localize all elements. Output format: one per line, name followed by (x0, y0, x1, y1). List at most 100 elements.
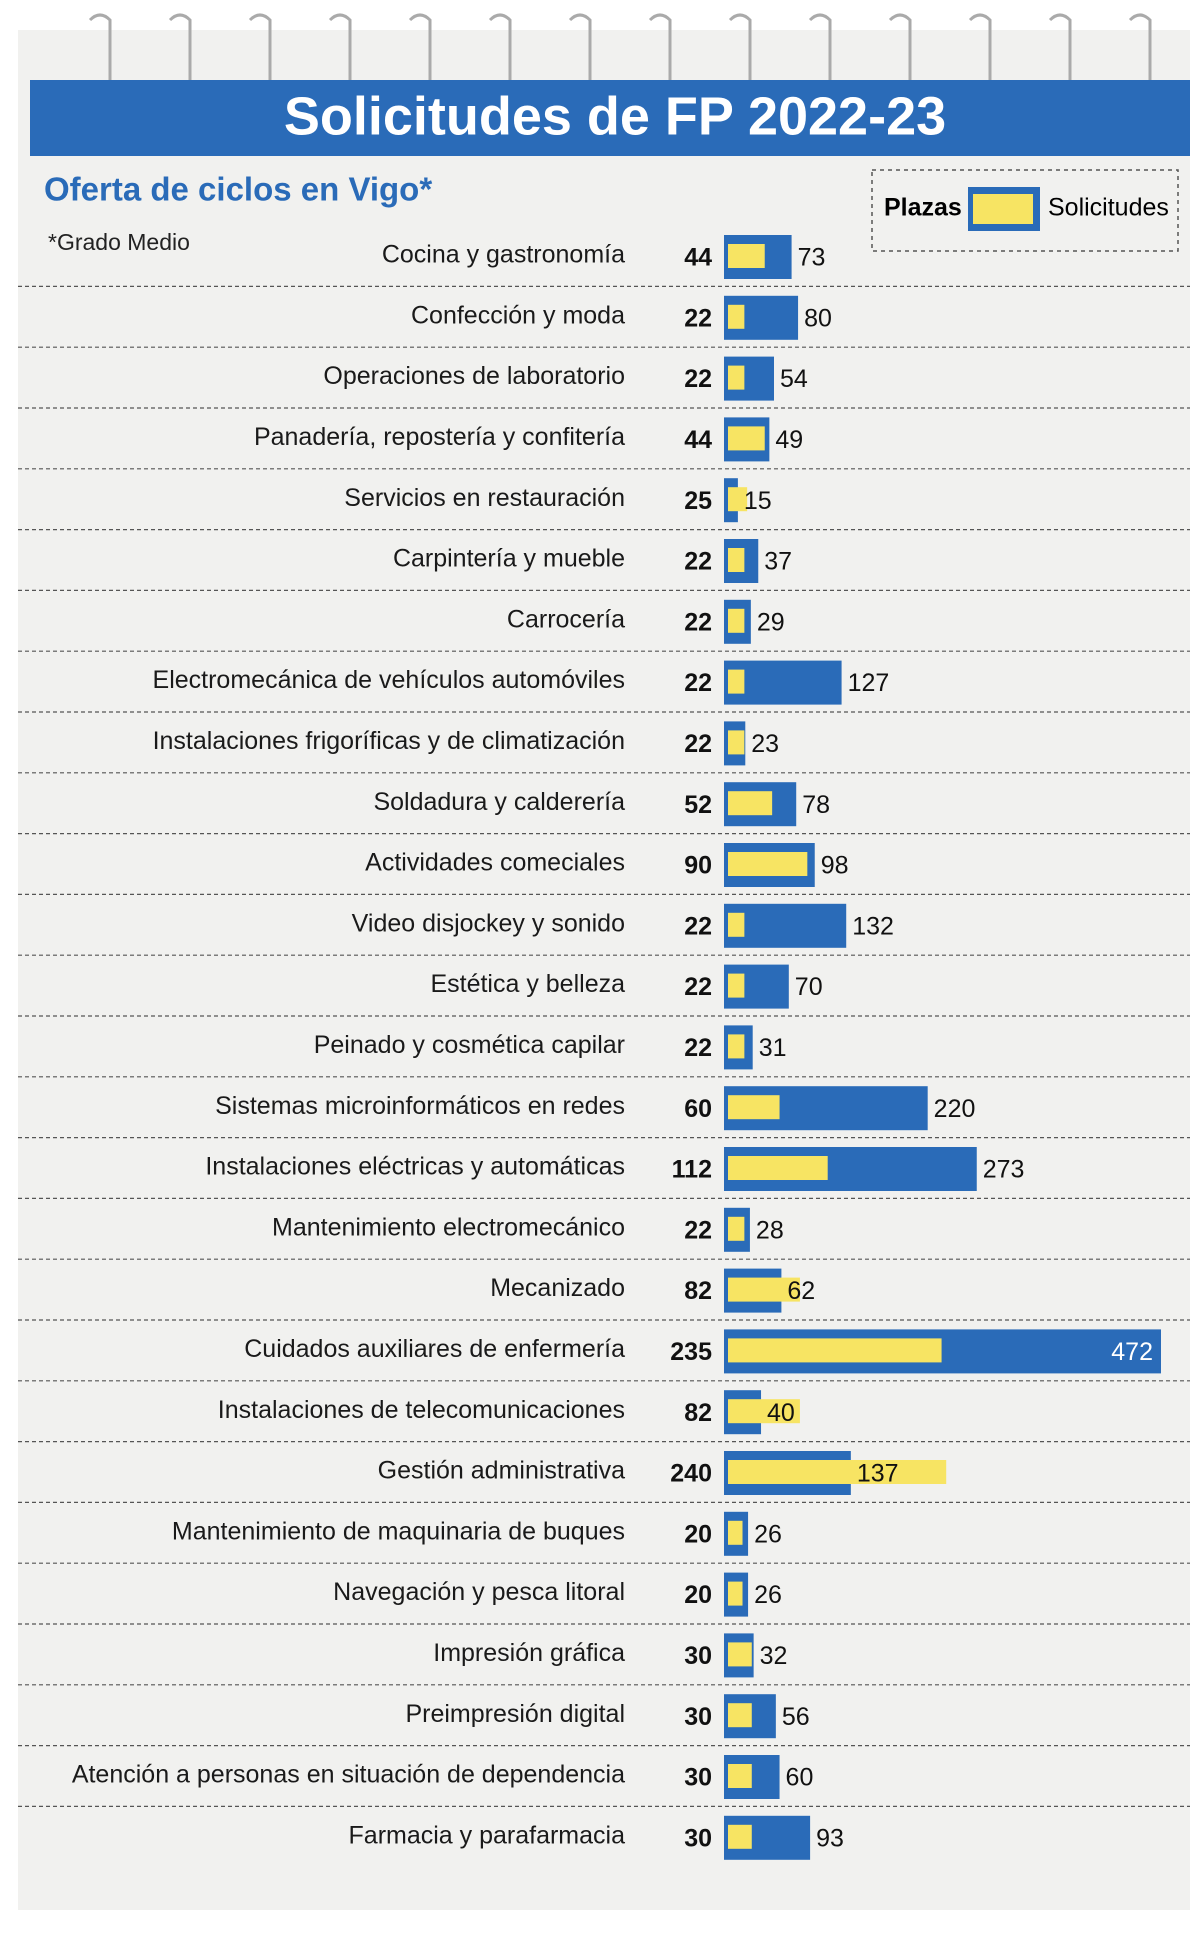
value-label: 22 (684, 365, 712, 393)
category-label: Panadería, repostería y confitería (254, 423, 625, 451)
bar (728, 730, 745, 755)
category-label: Navegación y pesca litoral (333, 1578, 625, 1606)
category-label: Sistemas microinformáticos en redes (215, 1092, 625, 1120)
bar (728, 1581, 743, 1606)
value-label: 20 (684, 1581, 712, 1609)
value-label: 49 (775, 426, 803, 454)
category-label: Instalaciones de telecomunicaciones (218, 1396, 625, 1424)
legend-label: Solicitudes (1048, 194, 1169, 222)
bar (728, 1642, 752, 1667)
bar (728, 1156, 828, 1180)
bar (728, 1824, 752, 1849)
category-label: Mecanizado (490, 1274, 625, 1302)
bar (728, 426, 765, 451)
bar (728, 1520, 743, 1545)
value-label: 40 (767, 1399, 795, 1427)
value-label: 235 (670, 1338, 712, 1366)
value-label: 30 (684, 1703, 712, 1731)
value-label: 26 (754, 1520, 782, 1548)
title-bar (30, 80, 1190, 156)
value-label: 54 (780, 365, 808, 393)
value-label: 32 (760, 1642, 788, 1670)
bar (728, 1338, 942, 1363)
category-label: Cocina y gastronomía (382, 241, 625, 269)
bar (728, 1764, 752, 1788)
value-label: 78 (802, 791, 830, 819)
value-label: 22 (684, 548, 712, 576)
bar (728, 1399, 800, 1424)
value-label: 60 (786, 1764, 814, 1792)
bar (728, 365, 745, 390)
legend-box (871, 169, 1179, 252)
value-label: 52 (684, 791, 712, 819)
value-label: 70 (795, 973, 823, 1001)
bar (728, 487, 748, 512)
value-label: 112 (672, 1156, 712, 1184)
value-label: 25 (684, 487, 712, 515)
subtitle: Oferta de ciclos en Vigo* (44, 171, 432, 208)
bar (728, 973, 745, 998)
category-label: Mantenimiento electromecánico (272, 1213, 625, 1241)
value-label: 98 (821, 852, 849, 880)
category-label: Soldadura y calderería (373, 788, 625, 816)
value-label: 62 (787, 1277, 815, 1305)
value-label: 240 (670, 1460, 712, 1488)
value-label: 22 (684, 304, 712, 332)
value-label: 132 (852, 912, 894, 940)
category-label: Cuidados auxiliares de enfermería (244, 1335, 625, 1363)
value-label: 472 (1111, 1338, 1153, 1366)
bar (728, 791, 773, 816)
category-label: Impresión gráfica (433, 1639, 625, 1667)
value-label: 220 (934, 1095, 976, 1123)
value-label: 22 (684, 730, 712, 758)
paper (18, 30, 1190, 1910)
value-label: 90 (684, 852, 712, 880)
spiral (88, 13, 1152, 90)
value-label: 44 (684, 244, 712, 272)
bar (728, 852, 808, 876)
category-label: Confección y moda (411, 301, 625, 329)
value-label: 30 (684, 1642, 712, 1670)
value-label: 137 (857, 1460, 899, 1488)
bar (728, 1095, 780, 1120)
value-label: 44 (684, 426, 712, 454)
category-label: Atención a personas en situación de depe… (72, 1761, 625, 1789)
bar (728, 669, 745, 694)
category-label: Mantenimiento de maquinaria de buques (172, 1517, 625, 1545)
value-label: 22 (684, 669, 712, 697)
category-label: Video disjockey y sonido (352, 909, 625, 937)
value-label: 73 (798, 244, 826, 272)
bar (728, 1034, 745, 1059)
value-label: 31 (759, 1034, 787, 1062)
value-label: 22 (684, 1216, 712, 1244)
category-label: Operaciones de laboratorio (323, 362, 625, 390)
value-label: 60 (684, 1095, 712, 1123)
value-label: 22 (684, 608, 712, 636)
value-label: 29 (757, 608, 785, 636)
category-label: Instalaciones frigoríficas y de climatiz… (153, 727, 625, 755)
value-label: 56 (782, 1703, 810, 1731)
bar (728, 1460, 947, 1484)
bar (728, 912, 745, 937)
bar (728, 608, 745, 633)
value-label: 93 (816, 1824, 844, 1852)
chart-title: Solicitudes de FP 2022-23 (284, 86, 946, 146)
bar (728, 548, 745, 572)
value-label: 30 (684, 1764, 712, 1792)
value-label: 20 (684, 1520, 712, 1548)
value-label: 37 (764, 548, 792, 576)
bar (728, 1703, 752, 1728)
value-label: 30 (684, 1824, 712, 1852)
category-label: Electromecánica de vehículos automóviles (153, 666, 625, 694)
value-label: 82 (684, 1277, 712, 1305)
legend-swatch (973, 194, 1033, 224)
bar (728, 1216, 745, 1241)
value-label: 127 (848, 669, 890, 697)
value-label: 80 (804, 304, 832, 332)
value-label: 15 (744, 487, 772, 515)
category-label: Carrocería (507, 605, 625, 633)
value-label: 28 (756, 1216, 784, 1244)
legend-label: Plazas (884, 194, 962, 222)
value-label: 22 (684, 1034, 712, 1062)
